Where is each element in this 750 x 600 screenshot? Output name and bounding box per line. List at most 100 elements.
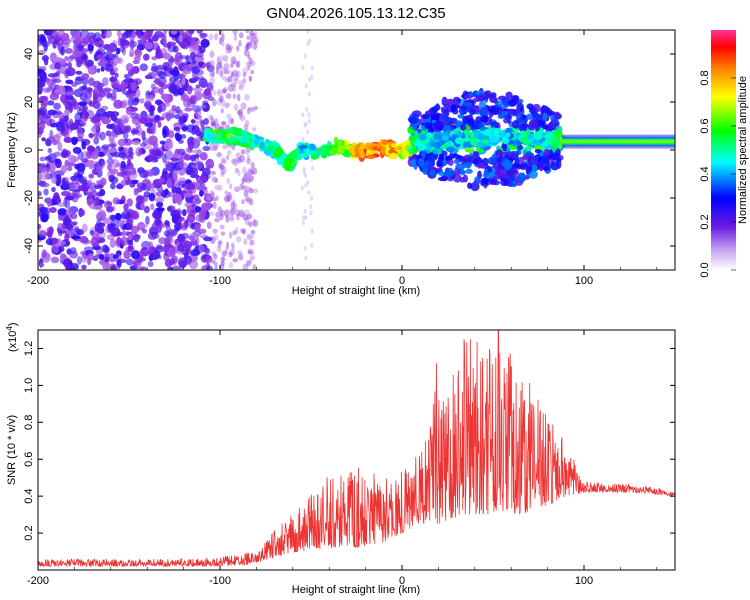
heatmap-cell [244, 217, 250, 226]
heatmap-cell [230, 207, 236, 216]
heatmap-cell [150, 66, 159, 73]
heatmap-cell [212, 145, 218, 151]
heatmap-cell [100, 66, 105, 72]
heatmap-cell [248, 75, 253, 82]
heatmap-cell [187, 36, 193, 41]
heatmap-cell [213, 128, 222, 134]
snr-x-tick-label: -200 [27, 575, 49, 587]
heatmap-cell [250, 239, 256, 246]
heatmap-cell [162, 244, 170, 253]
heatmap-cell [146, 30, 154, 36]
heatmap-cell [172, 193, 183, 204]
heatmap-cell [93, 122, 101, 130]
colorbar-label: Normalized spectral amplitude [737, 76, 749, 224]
heatmap-cell [96, 165, 102, 174]
heatmap-cell [478, 162, 486, 169]
heatmap-cell [469, 145, 475, 154]
heatmap-cell [247, 248, 251, 253]
heatmap-cell [76, 60, 82, 68]
heatmap-cell [227, 117, 234, 125]
heatmap-cell [310, 243, 314, 248]
heatmap-cell [163, 65, 168, 71]
heatmap-cell [244, 119, 250, 128]
heatmap-cell [99, 131, 106, 141]
heatmap-cell [512, 162, 520, 169]
heatmap-cell [190, 249, 201, 257]
heatmap-cell [477, 121, 484, 129]
spectrogram-x-tick-label: 0 [399, 275, 405, 287]
heatmap-cell [319, 146, 326, 155]
heatmap-cell [337, 139, 343, 148]
heatmap-cell [302, 166, 306, 172]
heatmap-cell [216, 56, 221, 65]
heatmap-cell [459, 176, 466, 183]
heatmap-cell [411, 124, 418, 130]
heatmap-cell [127, 245, 134, 253]
heatmap-cell [109, 76, 118, 83]
heatmap-cell [222, 144, 228, 150]
heatmap-cell [98, 253, 105, 261]
heatmap-cell [172, 209, 181, 215]
heatmap-cell [330, 147, 338, 154]
heatmap-cell [298, 153, 305, 159]
heatmap-cell [230, 70, 234, 76]
colorbar: 0.0 0.2 0.4 0.6 0.8 Normalized spectral ampl… [699, 30, 749, 278]
heatmap-cell [445, 146, 455, 153]
heatmap-cell [43, 57, 49, 66]
heatmap-cell [72, 146, 82, 154]
heatmap-cell [252, 218, 257, 227]
heatmap-cell [65, 67, 76, 77]
heatmap-cell [444, 167, 455, 178]
heatmap-cell [112, 66, 119, 73]
heatmap-cell [244, 148, 249, 155]
heatmap-cell [92, 94, 98, 104]
heatmap-cell [212, 260, 217, 265]
heatmap-cell [241, 177, 245, 185]
heatmap-cell [60, 164, 68, 174]
heatmap-cell [88, 132, 95, 139]
heatmap-cell [129, 48, 135, 58]
heatmap-cell [214, 264, 218, 270]
heatmap-cell [191, 129, 197, 135]
heatmap-cell [437, 161, 444, 167]
heatmap-cell [177, 243, 185, 252]
heatmap-cell [376, 141, 382, 149]
heatmap-cell [245, 60, 251, 69]
heatmap-cell [139, 63, 148, 72]
heatmap-cell [240, 211, 246, 217]
heatmap-cell [248, 187, 254, 194]
heatmap-cell [246, 260, 252, 267]
heatmap-cell [215, 66, 220, 75]
heatmap-cell [71, 30, 82, 41]
heatmap-cell [216, 62, 222, 70]
heatmap-cell [127, 74, 132, 79]
heatmap-cell [75, 70, 83, 75]
heatmap-cell [432, 114, 440, 122]
heatmap-cell [62, 99, 67, 106]
heatmap-cell [158, 81, 165, 88]
heatmap-cell [220, 231, 226, 236]
heatmap-cell [303, 122, 307, 128]
heatmap-cell [64, 88, 75, 97]
heatmap-cell [194, 206, 202, 212]
heatmap-cell [70, 235, 81, 240]
heatmap-cell [57, 240, 66, 246]
heatmap-cell [43, 188, 49, 196]
heatmap-cell [80, 158, 89, 163]
heatmap-cell [120, 44, 125, 53]
heatmap-cell [497, 114, 505, 119]
heatmap-cell [57, 120, 68, 125]
heatmap-cell [171, 104, 177, 112]
heatmap-cell [64, 47, 74, 54]
heatmap-cell [230, 56, 237, 64]
heatmap-cell [81, 37, 91, 44]
heatmap-cell [122, 90, 132, 96]
heatmap-cell [209, 84, 214, 92]
heatmap-cell [224, 246, 229, 254]
heatmap-cell [40, 170, 50, 181]
heatmap-cell [534, 149, 542, 154]
heatmap-cell [199, 210, 207, 221]
heatmap-cell [529, 157, 535, 165]
heatmap-cell [213, 261, 219, 267]
